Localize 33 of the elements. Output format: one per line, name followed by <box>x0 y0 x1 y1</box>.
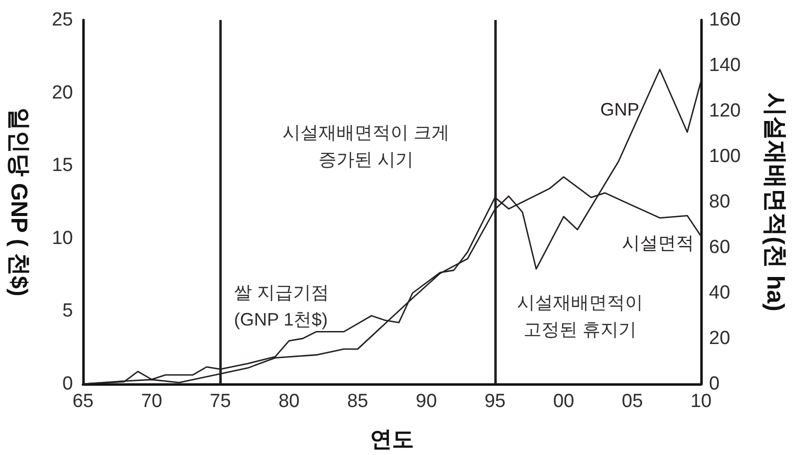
y-tick-label: 0 <box>62 374 73 394</box>
y2-tick-label: 120 <box>709 100 741 122</box>
y-tick-label: 25 <box>52 10 73 30</box>
annotation: 쌀 지급기점 (GNP 1천$) <box>234 282 330 330</box>
y-tick-label: 20 <box>52 82 73 104</box>
x-tick-label: 90 <box>416 391 437 412</box>
y2-tick-label: 40 <box>709 282 730 304</box>
y2-tick-label: 80 <box>709 192 730 212</box>
y2-tick-label: 20 <box>709 328 730 349</box>
y2-tick-label: 160 <box>709 10 741 30</box>
y-tick-label: 10 <box>52 228 73 249</box>
annotation: 시설재배면적이 크게 증가된 시기 <box>282 122 450 170</box>
y-tick-label: 15 <box>52 155 73 176</box>
x-tick-label: 00 <box>553 391 574 412</box>
annotation: 시설재배면적이 고정된 휴지기 <box>517 292 643 340</box>
y2-tick-label: 0 <box>709 374 720 394</box>
y2-tick-label: 140 <box>709 55 741 76</box>
x-tick-label: 80 <box>278 391 300 412</box>
x-tick-label: 10 <box>690 391 712 412</box>
x-tick-label: 95 <box>484 391 506 412</box>
x-axis-title: 연도 <box>370 426 414 452</box>
y-axis-title: 일인당 GNP ( 천$) <box>6 108 32 296</box>
series-label: 시설면적 <box>622 233 694 254</box>
x-tick-label: 05 <box>622 391 643 412</box>
x-tick-label: 85 <box>347 391 368 412</box>
y2-axis-title: 시설재배면적(천 ha) <box>762 92 788 312</box>
y-tick-label: 5 <box>62 300 73 322</box>
x-tick-label: 70 <box>141 391 162 412</box>
series-label: GNP <box>600 100 640 120</box>
y2-tick-label: 60 <box>709 237 730 258</box>
x-tick-label: 65 <box>72 391 94 412</box>
y2-tick-label: 100 <box>709 146 741 167</box>
x-tick-label: 75 <box>210 391 231 412</box>
